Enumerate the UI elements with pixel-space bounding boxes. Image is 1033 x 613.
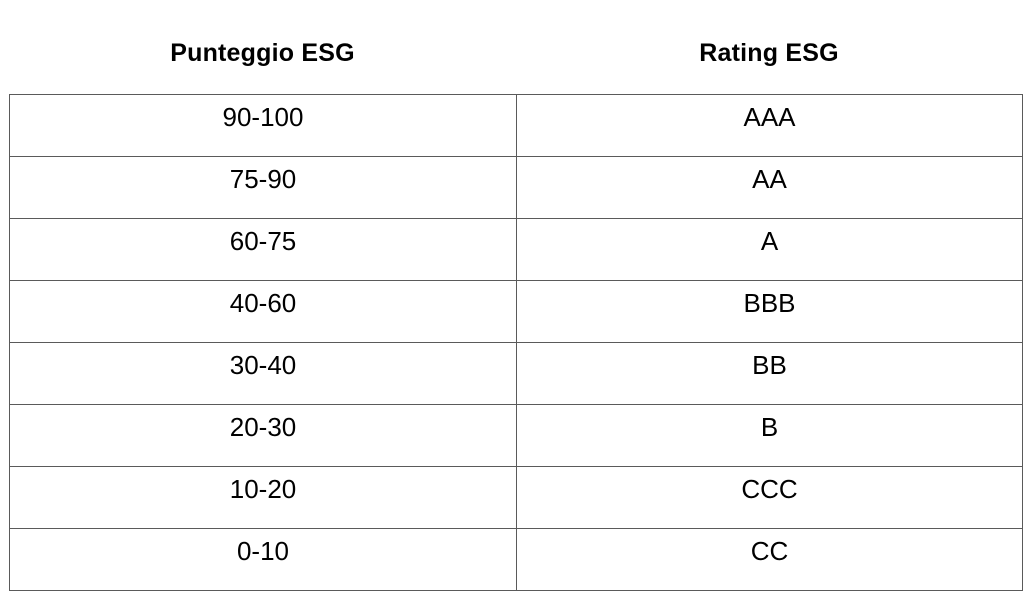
table-row: 40-60 BBB bbox=[9, 280, 1023, 343]
score-cell: 30-40 bbox=[9, 342, 517, 405]
rating-cell: CC bbox=[516, 528, 1023, 591]
rating-cell: AAA bbox=[516, 94, 1023, 157]
rating-value: BBB bbox=[743, 288, 796, 318]
table-row: 20-30 B bbox=[9, 404, 1023, 467]
score-value: 10-20 bbox=[229, 474, 297, 504]
score-cell: 75-90 bbox=[9, 156, 517, 219]
rating-value: A bbox=[760, 226, 779, 256]
score-cell: 20-30 bbox=[9, 404, 517, 467]
rating-cell: CCC bbox=[516, 466, 1023, 529]
table-row: 0-10 CC bbox=[9, 528, 1023, 591]
rating-value: CCC bbox=[741, 474, 798, 504]
score-value: 60-75 bbox=[229, 226, 297, 256]
score-cell: 10-20 bbox=[9, 466, 517, 529]
score-cell: 60-75 bbox=[9, 218, 517, 281]
score-value: 40-60 bbox=[229, 288, 297, 318]
header-rating: Rating ESG bbox=[699, 38, 839, 67]
table-row: 75-90 AA bbox=[9, 156, 1023, 219]
score-value: 0-10 bbox=[236, 536, 290, 566]
score-cell: 40-60 bbox=[9, 280, 517, 343]
rating-value: CC bbox=[750, 536, 789, 566]
rating-cell: BBB bbox=[516, 280, 1023, 343]
score-value: 30-40 bbox=[229, 350, 297, 380]
rating-value: BB bbox=[752, 350, 787, 380]
rating-value: AA bbox=[752, 164, 787, 194]
score-cell: 0-10 bbox=[9, 528, 517, 591]
table-row: 60-75 A bbox=[9, 218, 1023, 281]
rating-cell: B bbox=[516, 404, 1023, 467]
rating-cell: BB bbox=[516, 342, 1023, 405]
esg-rating-table: 90-100 AAA 75-90 AA 60-75 A 40-60 BBB 30… bbox=[9, 94, 1023, 591]
rating-cell: AA bbox=[516, 156, 1023, 219]
table-row: 10-20 CCC bbox=[9, 466, 1023, 529]
table-header: Punteggio ESG Rating ESG bbox=[9, 24, 1022, 82]
score-value: 20-30 bbox=[229, 412, 297, 442]
rating-cell: A bbox=[516, 218, 1023, 281]
header-score: Punteggio ESG bbox=[170, 38, 355, 67]
table-row: 90-100 AAA bbox=[9, 94, 1023, 157]
score-cell: 90-100 bbox=[9, 94, 517, 157]
score-value: 90-100 bbox=[222, 102, 304, 132]
score-value: 75-90 bbox=[229, 164, 297, 194]
rating-value: AAA bbox=[743, 102, 796, 132]
table-row: 30-40 BB bbox=[9, 342, 1023, 405]
rating-value: B bbox=[760, 412, 779, 442]
